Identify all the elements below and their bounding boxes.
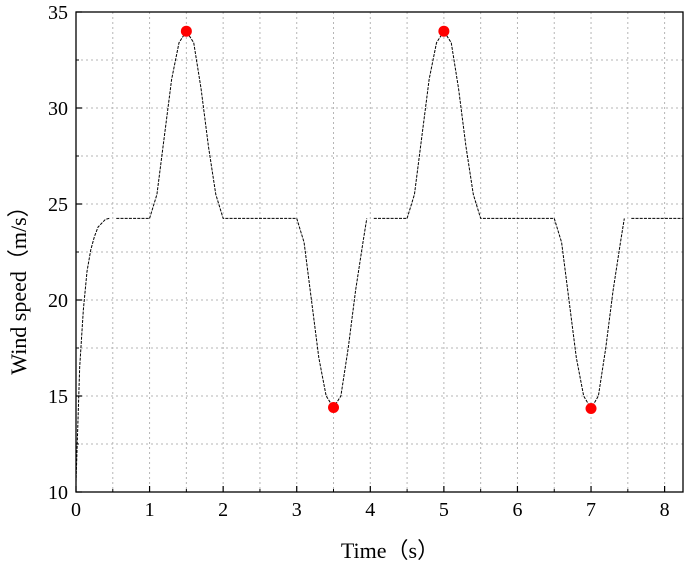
y-tick-label: 15 — [48, 386, 68, 408]
x-tick-label: 1 — [145, 499, 155, 521]
extremum-marker — [438, 25, 450, 37]
y-tick-label: 30 — [48, 98, 68, 120]
extremum-marker — [585, 402, 597, 414]
wind-speed-line-segment — [406, 30, 625, 410]
wind-speed-line-segment — [75, 217, 110, 483]
wind-speed-line — [75, 30, 683, 483]
y-axis-label: Wind speed（m/s） — [6, 195, 31, 374]
wind-speed-line-segment — [149, 30, 368, 409]
x-tick-label: 0 — [71, 499, 81, 521]
x-tick-label: 7 — [586, 499, 596, 521]
y-tick-label: 25 — [48, 194, 68, 216]
x-axis-label: Time（s） — [341, 538, 439, 563]
x-tick-label: 8 — [660, 499, 670, 521]
x-tick-label: 2 — [218, 499, 228, 521]
y-axis-ticks: 10 15 20 25 30 35 — [48, 2, 82, 504]
x-tick-label: 4 — [365, 499, 375, 521]
extremum-marker — [180, 25, 192, 37]
x-tick-label: 5 — [439, 499, 449, 521]
grid — [76, 11, 683, 492]
y-tick-label: 20 — [48, 290, 68, 312]
x-axis-ticks: 0 1 2 3 4 5 6 7 8 — [71, 486, 670, 521]
x-tick-label: 3 — [292, 499, 302, 521]
y-tick-label: 35 — [48, 2, 68, 24]
extremum-marker — [328, 402, 340, 414]
x-tick-label: 6 — [512, 499, 522, 521]
marker-group — [180, 25, 597, 414]
y-tick-label: 10 — [48, 482, 68, 504]
